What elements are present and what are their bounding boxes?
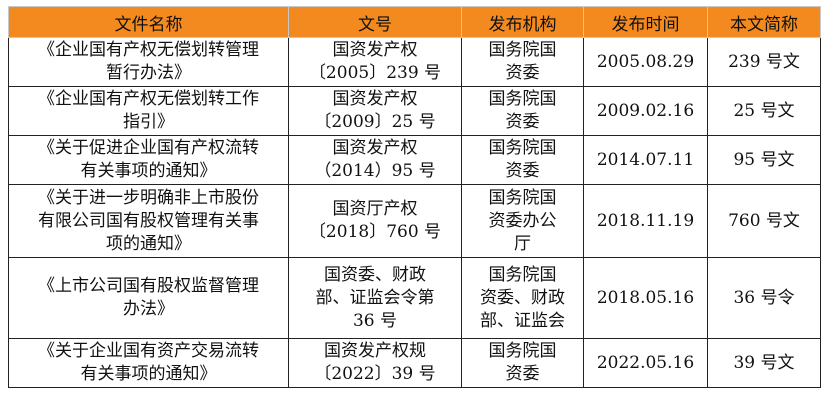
cell-issuer: 国务院国 资委、财政 部、证监会 <box>461 257 584 339</box>
cell-doc-number: 国资发产权规 〔2022〕39 号 <box>288 338 462 388</box>
table-row: 《关于企业国有资产交易流转 有关事项的通知》 国资发产权规 〔2022〕39 号 国… <box>8 338 821 388</box>
header-issue-date: 发布时间 <box>583 6 708 38</box>
table-header-row: 文件名称 文号 发布机构 发布时间 本文简称 <box>8 6 821 38</box>
header-doc-number: 文号 <box>288 6 462 38</box>
header-issuer: 发布机构 <box>461 6 584 38</box>
table-row: 《企业国有产权无偿划转工作 指引》 国资发产权 〔2009〕25 号 国务院国 资委 … <box>8 86 821 136</box>
table-row: 《上市公司国有股权监督管理 办法》 国资委、财政 部、证监会令第 36 号 国务院国资… <box>8 257 821 339</box>
cell-issuer: 国务院国 资委 <box>461 86 584 136</box>
cell-file-name: 《关于企业国有资产交易流转 有关事项的通知》 <box>8 338 289 388</box>
cell-issue-date: 2005.08.29 <box>583 37 708 87</box>
cell-short-name: 760 号文 <box>707 184 821 258</box>
cell-issue-date: 2018.05.16 <box>583 257 708 339</box>
cell-doc-number: 国资发产权 （2014）95 号 <box>288 135 462 185</box>
header-file-name: 文件名称 <box>8 6 289 38</box>
cell-short-name: 36 号令 <box>707 257 821 339</box>
cell-doc-number: 国资委、财政 部、证监会令第 36 号 <box>288 257 462 339</box>
cell-short-name: 239 号文 <box>707 37 821 87</box>
cell-doc-number: 国资厅产权 〔2018〕760 号 <box>288 184 462 258</box>
cell-file-name: 《企业国有产权无偿划转管理 暂行办法》 <box>8 37 289 87</box>
table-row: 《关于促进企业国有产权流转 有关事项的通知》 国资发产权 （2014）95 号 国务… <box>8 135 821 185</box>
header-short-name: 本文简称 <box>707 6 821 38</box>
cell-file-name: 《企业国有产权无偿划转工作 指引》 <box>8 86 289 136</box>
cell-issuer: 国务院国 资委 <box>461 338 584 388</box>
cell-short-name: 25 号文 <box>707 86 821 136</box>
cell-file-name: 《上市公司国有股权监督管理 办法》 <box>8 257 289 339</box>
cell-doc-number: 国资发产权 〔2009〕25 号 <box>288 86 462 136</box>
cell-short-name: 95 号文 <box>707 135 821 185</box>
table-row: 《关于进一步明确非上市股份 有限公司国有股权管理有关事 项的通知》 国资厅产权 〔20… <box>8 184 821 258</box>
cell-issue-date: 2014.07.11 <box>583 135 708 185</box>
cell-issue-date: 2009.02.16 <box>583 86 708 136</box>
cell-issue-date: 2018.11.19 <box>583 184 708 258</box>
cell-issuer: 国务院国 资委 <box>461 37 584 87</box>
cell-issuer: 国务院国 资委 <box>461 135 584 185</box>
cell-issuer: 国务院国 资委办公厅 <box>461 184 584 258</box>
cell-short-name: 39 号文 <box>707 338 821 388</box>
table-row: 《企业国有产权无偿划转管理 暂行办法》 国资发产权 〔2005〕239 号 国务院国… <box>8 37 821 87</box>
cell-file-name: 《关于进一步明确非上市股份 有限公司国有股权管理有关事 项的通知》 <box>8 184 289 258</box>
cell-doc-number: 国资发产权 〔2005〕239 号 <box>288 37 462 87</box>
regulations-table: 文件名称 文号 发布机构 发布时间 本文简称 《企业国有产权无偿划转管理 暂行办法… <box>8 6 821 388</box>
cell-file-name: 《关于促进企业国有产权流转 有关事项的通知》 <box>8 135 289 185</box>
cell-issue-date: 2022.05.16 <box>583 338 708 388</box>
